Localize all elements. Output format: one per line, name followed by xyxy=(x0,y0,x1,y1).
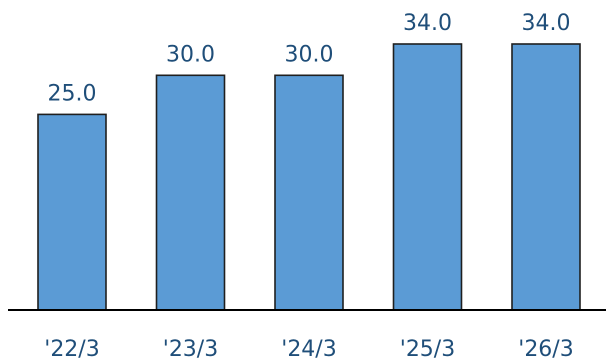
x-tick-label-1: '22/3 xyxy=(44,337,99,362)
bar-5 xyxy=(511,43,581,311)
x-tick-label-5: '26/3 xyxy=(518,337,573,362)
bar-2 xyxy=(155,74,226,311)
value-labels-group: 25.0 30.0 30.0 34.0 34.0 xyxy=(48,11,571,106)
bars-group xyxy=(37,43,581,311)
value-label-5: 34.0 xyxy=(522,11,571,36)
bar-1 xyxy=(37,113,107,311)
value-label-4: 34.0 xyxy=(403,11,452,36)
bar-3 xyxy=(274,74,344,311)
value-label-1: 25.0 xyxy=(48,81,97,106)
value-label-3: 30.0 xyxy=(285,42,334,67)
x-tick-label-3: '24/3 xyxy=(281,337,336,362)
x-tick-label-4: '25/3 xyxy=(400,337,455,362)
value-label-2: 30.0 xyxy=(166,42,215,67)
x-tick-label-2: '23/3 xyxy=(163,337,218,362)
bar-4 xyxy=(392,43,463,311)
x-tick-labels-group: '22/3 '23/3 '24/3 '25/3 '26/3 xyxy=(44,337,573,362)
